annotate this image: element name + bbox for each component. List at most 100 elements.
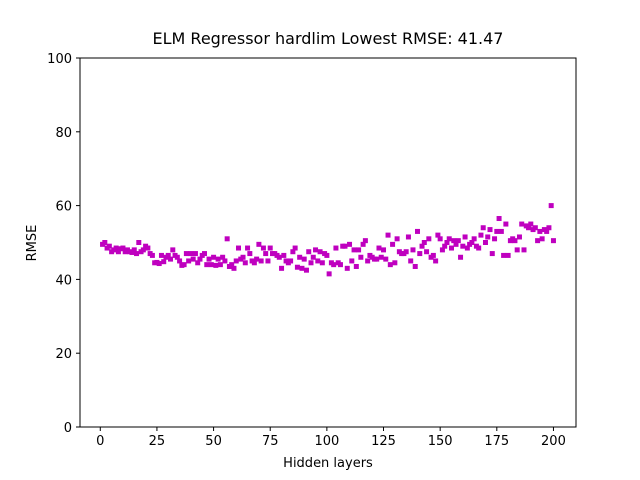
point [195,260,201,266]
point [501,252,507,258]
x-tick-label: 0 [96,434,104,449]
point [308,260,314,266]
point [136,240,142,245]
point [204,262,210,268]
point [186,258,192,264]
point [258,258,264,264]
point [288,258,294,264]
point [424,249,430,255]
point [550,238,556,244]
point [492,236,498,242]
point [344,265,350,271]
point [548,203,554,209]
point [120,245,126,251]
point [360,241,366,247]
point [197,256,203,262]
point [213,262,219,268]
point [192,251,198,257]
point [405,234,411,240]
x-tick-label: 50 [205,434,222,449]
point [392,260,398,266]
point [362,238,368,244]
point [464,245,470,251]
point [183,251,189,257]
point [482,240,488,245]
point [131,247,137,253]
x-tick-label: 125 [371,434,396,449]
point [516,234,522,240]
point [317,249,323,255]
point [349,258,355,264]
point [353,263,359,269]
point [480,225,486,231]
point [326,271,332,277]
point [494,228,500,234]
point [222,258,228,264]
point [240,254,246,260]
x-tick-label: 100 [314,434,339,449]
point [202,251,208,257]
point [408,258,414,264]
x-tick-label: 25 [149,434,166,449]
x-axis-label: Hidden layers [283,456,373,471]
point [514,247,520,253]
point [106,243,112,249]
point [170,247,176,253]
point [337,262,343,268]
point [358,254,364,260]
point [365,258,371,264]
point [503,221,509,227]
point [265,258,271,264]
point [376,245,382,251]
y-axis-label: RMSE [25,225,40,262]
point [521,247,527,253]
point [281,252,287,258]
point [301,256,307,262]
point [229,262,235,268]
point [231,265,237,271]
point [251,260,257,266]
point [381,247,387,253]
point [102,240,108,245]
y-tick-label: 40 [55,273,72,288]
point [149,252,155,258]
x-tick-label: 200 [541,434,566,449]
point [410,247,416,253]
point [387,262,393,268]
point [403,249,409,255]
point [168,256,174,262]
point [498,228,504,234]
point [430,252,436,258]
point [315,258,321,264]
point [448,245,454,251]
point [374,256,380,262]
point [342,243,348,249]
point [546,225,552,231]
point [256,241,262,247]
point [478,232,484,238]
point [462,234,468,240]
point [299,265,305,271]
point [177,258,183,264]
point [426,236,432,242]
point [190,256,196,262]
point [347,241,353,247]
plot-frame [79,57,577,428]
point [417,251,423,257]
y-tick-label: 100 [47,52,72,67]
point [113,245,119,251]
point [188,251,194,257]
point [206,256,212,262]
point [306,249,312,255]
point [211,254,217,260]
point [254,256,260,262]
x-tick-label: 175 [484,434,509,449]
point [140,247,146,253]
point [485,234,491,240]
point [455,238,461,244]
point [297,254,303,260]
x-tick-label: 150 [428,434,453,449]
chart-title: ELM Regressor hardlim Lowest RMSE: 41.47 [153,29,504,48]
point [439,247,445,253]
